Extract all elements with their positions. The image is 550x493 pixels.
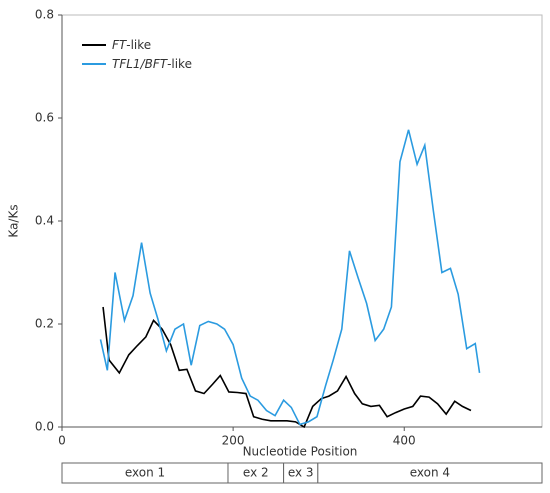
y-axis-label: Ka/Ks bbox=[7, 204, 21, 237]
x-tick-label: 200 bbox=[222, 434, 245, 448]
legend-label: FT-like bbox=[112, 38, 151, 52]
region-box bbox=[317, 462, 543, 484]
series-line bbox=[102, 306, 472, 429]
x-tick-label: 0 bbox=[58, 434, 66, 448]
y-tick-label: 0.6 bbox=[35, 111, 54, 125]
y-tick-label: 0.4 bbox=[35, 214, 54, 228]
y-tick-label: 0.0 bbox=[35, 420, 54, 434]
legend-label: TFL1/BFT-like bbox=[112, 57, 192, 71]
region-label: exon 1 bbox=[125, 466, 165, 480]
plot-frame bbox=[61, 14, 543, 428]
series-line bbox=[99, 129, 481, 426]
region-label: ex 3 bbox=[288, 466, 314, 480]
y-tick-label: 0.8 bbox=[35, 8, 54, 22]
x-tick-label: 400 bbox=[393, 434, 416, 448]
region-label: ex 2 bbox=[243, 466, 269, 480]
y-tick-label: 0.2 bbox=[35, 317, 54, 331]
region-label: exon 4 bbox=[410, 466, 450, 480]
x-axis-label: Nucleotide Position bbox=[243, 445, 358, 459]
